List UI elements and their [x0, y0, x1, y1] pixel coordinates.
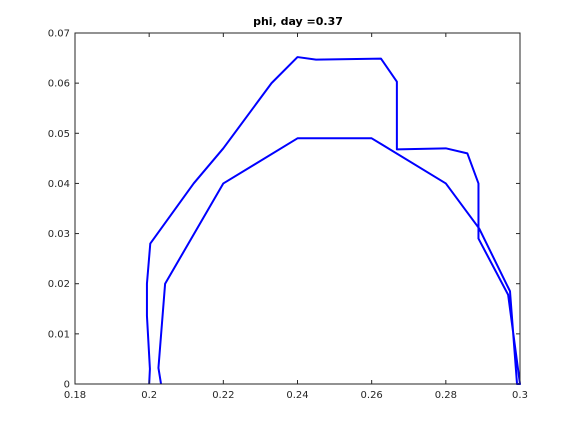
y-tick-label: 0.05 [48, 129, 70, 140]
x-tick-label: 0.18 [64, 390, 86, 401]
y-tick-label: 0.03 [48, 229, 70, 240]
x-tick-label: 0.22 [212, 390, 234, 401]
y-tick-label: 0.02 [48, 279, 70, 290]
axes-layer: 0.18 0.2 0.22 0.24 0.26 0.28 0.3 0 0.01 0.02 0.03 0… [48, 29, 528, 402]
series-line-0 [145, 56, 521, 385]
y-tick-label: 0.01 [48, 329, 70, 340]
x-tick-label: 0.3 [512, 390, 528, 401]
plot-area [75, 33, 520, 384]
y-tick-label: 0.06 [48, 79, 70, 90]
x-tick-label: 0.24 [286, 390, 308, 401]
x-tick-label: 0.28 [435, 390, 457, 401]
y-tick-label: 0.04 [48, 179, 70, 190]
series-layer [145, 56, 521, 385]
chart-title: phi, day =0.37 [253, 15, 343, 28]
x-tick-label: 0.26 [361, 390, 383, 401]
y-tick-label: 0 [64, 380, 70, 391]
y-tick-label: 0.07 [48, 29, 70, 40]
x-tick-label: 0.2 [141, 390, 157, 401]
